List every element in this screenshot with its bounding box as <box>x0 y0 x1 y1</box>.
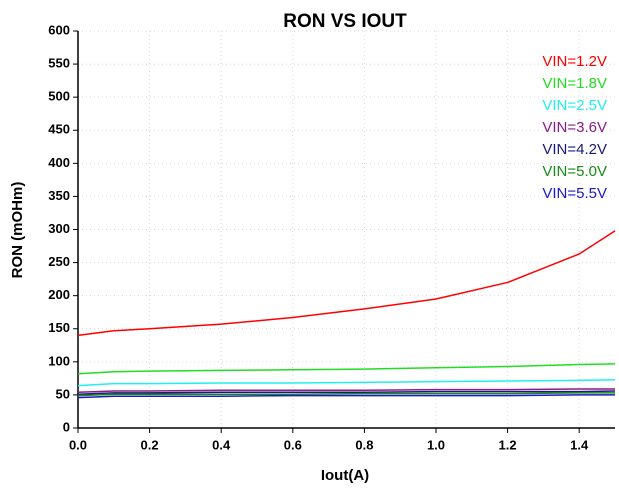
legend-entry: VIN=1.2V <box>542 53 607 70</box>
y-tick-label: 150 <box>48 320 70 335</box>
legend-entry: VIN=3.6V <box>542 119 607 136</box>
x-tick-label: 0.6 <box>284 437 302 452</box>
y-tick-label: 200 <box>48 287 70 302</box>
y-tick-label: 0 <box>63 419 70 434</box>
y-tick-label: 450 <box>48 122 70 137</box>
legend-entry: VIN=4.2V <box>542 141 607 158</box>
y-axis-label: RON (mOHm) <box>9 182 26 279</box>
series-line <box>77 230 616 337</box>
x-tick-label: 1.2 <box>499 437 517 452</box>
x-tick-label: 1.4 <box>570 437 589 452</box>
y-tick-label: 250 <box>48 254 70 269</box>
x-tick-label: 0.2 <box>141 437 159 452</box>
x-tick-label: 0.0 <box>69 437 87 452</box>
y-tick-label: 300 <box>48 221 70 236</box>
chart-title: RON VS IOUT <box>283 11 407 32</box>
x-tick-label: 0.4 <box>212 437 231 452</box>
series-line <box>77 378 616 387</box>
series-line <box>77 394 615 399</box>
series-line <box>77 388 615 394</box>
y-tick-label: 350 <box>48 188 70 203</box>
legend-entry: VIN=5.5V <box>542 185 607 202</box>
x-axis-label: Iout(A) <box>321 467 369 484</box>
y-tick-label: 400 <box>48 155 70 170</box>
series-line <box>77 363 616 375</box>
x-tick-label: 0.8 <box>355 437 373 452</box>
series-line <box>77 390 616 396</box>
y-tick-label: 550 <box>48 56 70 71</box>
legend-entry: VIN=5.0V <box>542 163 607 180</box>
y-tick-label: 50 <box>56 386 70 401</box>
y-tick-label: 600 <box>48 22 70 37</box>
series-line <box>77 392 615 397</box>
legend-entry: VIN=2.5V <box>542 97 607 114</box>
legend-entry: VIN=1.8V <box>542 75 607 92</box>
y-tick-label: 100 <box>48 353 70 368</box>
y-tick-label: 500 <box>48 89 70 104</box>
x-tick-label: 1.0 <box>427 437 445 452</box>
